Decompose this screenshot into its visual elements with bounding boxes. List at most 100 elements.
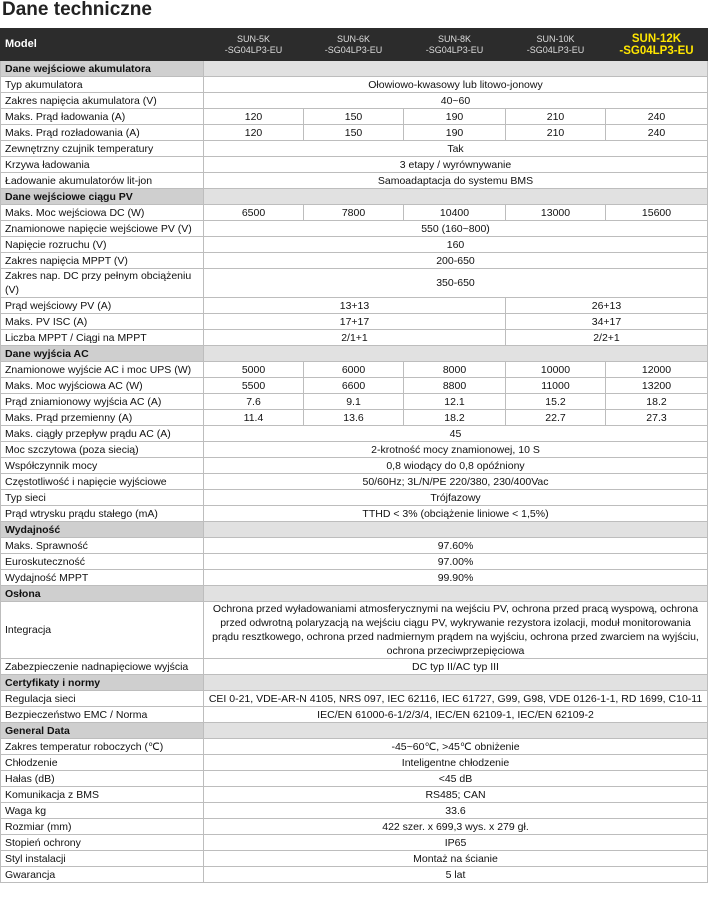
spec-label: Prąd wtrysku prądu stałego (mA) [0,505,204,522]
spec-value: 10400 [403,204,506,221]
spec-value: 15.2 [505,393,606,410]
spec-label: Hałas (dB) [0,770,204,787]
spec-value: Samoadaptacja do systemu BMS [203,172,708,189]
section-row: Wydajność [0,521,708,538]
spec-label: Współczynnik mocy [0,457,204,474]
page-title: Dane techniczne [2,0,152,20]
spec-row: Euroskuteczność 97.00% [0,553,708,570]
spec-value: 8800 [403,377,506,394]
spec-row: Chłodzenie Inteligentne chłodzenie [0,754,708,771]
spec-value: 200-650 [203,252,708,269]
spec-row: Zakres temperatur roboczych (℃) -45~60℃, … [0,738,708,755]
spec-value: 120 [203,108,304,125]
spec-value: 7.6 [203,393,304,410]
spec-label: Regulacja sieci [0,690,204,707]
spec-label: Moc szczytowa (poza siecią) [0,441,204,458]
section-fill [203,722,708,739]
spec-row: Typ sieci Trójfazowy [0,489,708,506]
spec-value: Ołowiowo-kwasowy lub litowo-jonowy [203,76,708,93]
spec-row: Znamionowe wyjście AC i moc UPS (W) 5000 6… [0,361,708,378]
section-fill [203,674,708,691]
spec-row: Wydajność MPPT 99.90% [0,569,708,586]
spec-row: Waga kg 33.6 [0,802,708,819]
spec-row: Częstotliwość i napięcie wyjściowe 50/60H… [0,473,708,490]
spec-value: 34+17 [505,313,708,330]
spec-row: Prąd wejściowy PV (A) 13+13 26+13 [0,297,708,314]
model-name: SUN-5K -SG04LP3-EU [203,28,304,61]
section-row: General Data [0,722,708,739]
spec-value: 350-650 [203,268,708,298]
spec-row: Prąd zniamionowy wyjścia AC (A) 7.6 9.1 12.… [0,393,708,410]
spec-row: Komunikacja z BMS RS485; CAN [0,786,708,803]
section-fill [203,188,708,205]
spec-label: Maks. ciągły przepływ prądu AC (A) [0,425,204,442]
spec-label: Zabezpieczenie nadnapięciowe wyjścia [0,658,204,675]
spec-value: 13.6 [303,409,404,426]
section-fill [203,585,708,602]
spec-value: 12.1 [403,393,506,410]
model-name: SUN-12K -SG04LP3-EU [605,28,708,61]
header-row: Model SUN-5K -SG04LP3-EU SUN-6K -SG04LP3-E… [0,28,708,61]
spec-value: 150 [303,108,404,125]
section-title: Dane wejściowe ciągu PV [0,188,204,205]
spec-value: 33.6 [203,802,708,819]
spec-value: 18.2 [403,409,506,426]
spec-value: 5 lat [203,866,708,883]
spec-value: Trójfazowy [203,489,708,506]
spec-value: 50/60Hz; 3L/N/PE 220/380, 230/400Vac [203,473,708,490]
spec-value: 9.1 [303,393,404,410]
spec-row: Zakres napięcia MPPT (V) 200-650 [0,252,708,269]
spec-value: 6600 [303,377,404,394]
spec-value: 17+17 [203,313,506,330]
spec-row: Regulacja sieci CEI 0-21, VDE-AR-N 4105, … [0,690,708,707]
section-fill [203,521,708,538]
spec-label: Częstotliwość i napięcie wyjściowe [0,473,204,490]
section-fill [203,345,708,362]
spec-row: Maks. PV ISC (A) 17+17 34+17 [0,313,708,330]
section-title: Dane wyjścia AC [0,345,204,362]
table-body: Model SUN-5K -SG04LP3-EU SUN-6K -SG04LP3-E… [0,28,708,883]
spec-label: Maks. Moc wyjściowa AC (W) [0,377,204,394]
spec-value: Montaż na ścianie [203,850,708,867]
spec-row: Zabezpieczenie nadnapięciowe wyjścia DC t… [0,658,708,675]
spec-value: 8000 [403,361,506,378]
section-title: General Data [0,722,204,739]
header-label: Model [0,28,204,61]
spec-row: Maks. Prąd przemienny (A) 11.4 13.6 18.2 22.… [0,409,708,426]
section-row: Dane wejściowe ciągu PV [0,188,708,205]
spec-value: 13+13 [203,297,506,314]
spec-label: Chłodzenie [0,754,204,771]
spec-value: Ochrona przed wyładowaniami atmosferyczn… [203,601,708,659]
spec-row: Zewnętrzny czujnik temperatury Tak [0,140,708,157]
spec-label: Komunikacja z BMS [0,786,204,803]
spec-value: 3 etapy / wyrównywanie [203,156,708,173]
spec-value: RS485; CAN [203,786,708,803]
spec-value: 2-krotność mocy znamionowej, 10 S [203,441,708,458]
section-row: Certyfikaty i normy [0,674,708,691]
spec-value: 550 (160~800) [203,220,708,237]
spec-row: Integracja Ochrona przed wyładowaniami at… [0,601,708,659]
section-title: Certyfikaty i normy [0,674,204,691]
spec-value: 11.4 [203,409,304,426]
spec-row: Styl instalacji Montaż na ścianie [0,850,708,867]
spec-label: Typ akumulatora [0,76,204,93]
spec-label: Znamionowe napięcie wejściowe PV (V) [0,220,204,237]
spec-row: Ładowanie akumulatorów lit-jon Samoadapta… [0,172,708,189]
spec-row: Hałas (dB) <45 dB [0,770,708,787]
spec-row: Znamionowe napięcie wejściowe PV (V) 550 … [0,220,708,237]
spec-label: Bezpieczeństwo EMC / Norma [0,706,204,723]
spec-value: Tak [203,140,708,157]
spec-value: IEC/EN 61000-6-1/2/3/4, IEC/EN 62109-1, … [203,706,708,723]
spec-value: 6500 [203,204,304,221]
spec-label: Waga kg [0,802,204,819]
section-row: Dane wejściowe akumulatora [0,60,708,77]
spec-label: Stopień ochrony [0,834,204,851]
spec-value: 150 [303,124,404,141]
spec-label: Integracja [0,601,204,659]
spec-row: Zakres napięcia akumulatora (V) 40~60 [0,92,708,109]
section-row: Osłona [0,585,708,602]
spec-value: 99.90% [203,569,708,586]
spec-row: Prąd wtrysku prądu stałego (mA) TTHD < 3%… [0,505,708,522]
spec-label: Zakres napięcia akumulatora (V) [0,92,204,109]
